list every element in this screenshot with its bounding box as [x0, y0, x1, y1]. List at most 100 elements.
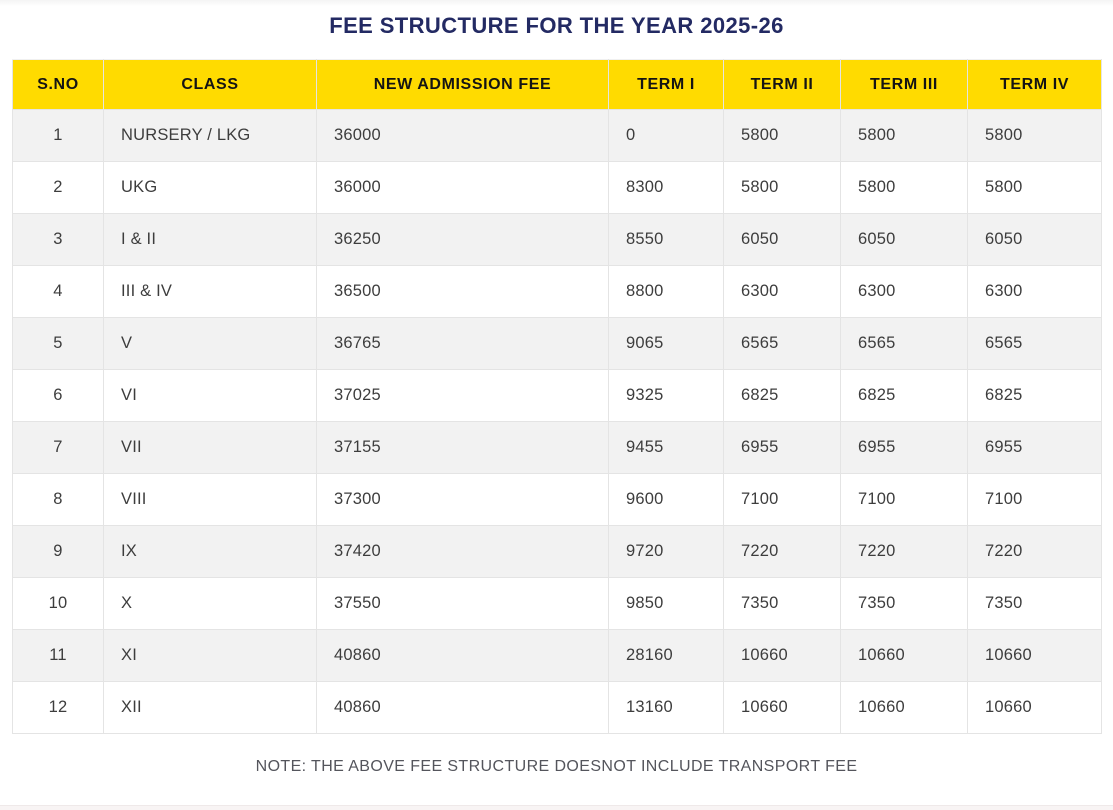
table-cell: NURSERY / LKG — [103, 109, 317, 162]
table-cell: I & II — [103, 213, 317, 266]
table-row: 2 UKG 36000 8300 5800 5800 5800 — [12, 161, 1102, 214]
table-cell: 6050 — [840, 213, 968, 266]
fee-table-body: 1 NURSERY / LKG 36000 0 5800 5800 5800 2 UKG 3600… — [12, 109, 1102, 734]
table-cell: 1 — [12, 109, 104, 162]
table-cell: 10660 — [840, 681, 968, 734]
column-header-sno: S.NO — [12, 59, 104, 110]
table-cell: 5800 — [723, 109, 841, 162]
table-cell: 0 — [608, 109, 724, 162]
table-cell: 12 — [12, 681, 104, 734]
table-cell: 7 — [12, 421, 104, 474]
table-cell: 6050 — [723, 213, 841, 266]
table-row: 12 XII 40860 13160 10660 10660 10660 — [12, 681, 1102, 734]
table-cell: X — [103, 577, 317, 630]
table-cell: 36000 — [316, 109, 609, 162]
table-cell: 10660 — [723, 629, 841, 682]
table-row: 5 V 36765 9065 6565 6565 6565 — [12, 317, 1102, 370]
column-header-admission: NEW ADMISSION FEE — [316, 59, 609, 110]
table-cell: 6825 — [967, 369, 1102, 422]
table-cell: 9455 — [608, 421, 724, 474]
table-cell: 37550 — [316, 577, 609, 630]
table-cell: V — [103, 317, 317, 370]
table-cell: 37155 — [316, 421, 609, 474]
table-cell: 10660 — [967, 681, 1102, 734]
table-cell: 6300 — [723, 265, 841, 318]
table-cell: 40860 — [316, 629, 609, 682]
column-header-term4: TERM IV — [967, 59, 1102, 110]
table-cell: 9720 — [608, 525, 724, 578]
table-cell: 28160 — [608, 629, 724, 682]
table-cell: 5 — [12, 317, 104, 370]
table-row: 1 NURSERY / LKG 36000 0 5800 5800 5800 — [12, 109, 1102, 162]
table-cell: 13160 — [608, 681, 724, 734]
table-cell: XI — [103, 629, 317, 682]
table-cell: VII — [103, 421, 317, 474]
table-cell: 6300 — [967, 265, 1102, 318]
table-cell: 11 — [12, 629, 104, 682]
table-cell: 36250 — [316, 213, 609, 266]
column-header-class: CLASS — [103, 59, 317, 110]
table-cell: XII — [103, 681, 317, 734]
table-cell: 10660 — [840, 629, 968, 682]
bottom-divider — [0, 805, 1113, 810]
table-cell: UKG — [103, 161, 317, 214]
table-cell: 6955 — [840, 421, 968, 474]
table-cell: 9 — [12, 525, 104, 578]
table-cell: 37300 — [316, 473, 609, 526]
table-cell: 7350 — [723, 577, 841, 630]
table-cell: 4 — [12, 265, 104, 318]
table-cell: 36000 — [316, 161, 609, 214]
table-cell: 5800 — [723, 161, 841, 214]
table-cell: 36500 — [316, 265, 609, 318]
table-row: 8 VIII 37300 9600 7100 7100 7100 — [12, 473, 1102, 526]
table-header-row: S.NO CLASS NEW ADMISSION FEE TERM I TERM… — [12, 59, 1102, 110]
table-cell: 6 — [12, 369, 104, 422]
table-row: 4 III & IV 36500 8800 6300 6300 6300 — [12, 265, 1102, 318]
table-cell: 6565 — [840, 317, 968, 370]
table-row: 10 X 37550 9850 7350 7350 7350 — [12, 577, 1102, 630]
table-cell: 40860 — [316, 681, 609, 734]
table-cell: IX — [103, 525, 317, 578]
table-cell: 7220 — [840, 525, 968, 578]
column-header-term2: TERM II — [723, 59, 841, 110]
table-cell: 7220 — [967, 525, 1102, 578]
table-cell: VIII — [103, 473, 317, 526]
table-cell: 6050 — [967, 213, 1102, 266]
table-cell: 5800 — [840, 109, 968, 162]
table-cell: 10660 — [967, 629, 1102, 682]
transport-fee-note: NOTE: THE ABOVE FEE STRUCTURE DOESNOT IN… — [255, 758, 858, 775]
table-cell: 7100 — [723, 473, 841, 526]
page-title: FEE STRUCTURE FOR THE YEAR 2025-26 — [329, 13, 784, 38]
table-cell: 3 — [12, 213, 104, 266]
table-cell: 37420 — [316, 525, 609, 578]
table-cell: 37025 — [316, 369, 609, 422]
column-header-term1: TERM I — [608, 59, 724, 110]
table-cell: 5800 — [967, 161, 1102, 214]
fee-structure-table: S.NO CLASS NEW ADMISSION FEE TERM I TERM… — [12, 59, 1102, 734]
table-cell: 7350 — [967, 577, 1102, 630]
table-cell: 36765 — [316, 317, 609, 370]
table-cell: 2 — [12, 161, 104, 214]
table-cell: 7100 — [967, 473, 1102, 526]
table-cell: 6565 — [967, 317, 1102, 370]
table-cell: 9065 — [608, 317, 724, 370]
table-cell: 6300 — [840, 265, 968, 318]
table-row: 6 VI 37025 9325 6825 6825 6825 — [12, 369, 1102, 422]
table-cell: 6825 — [723, 369, 841, 422]
table-row: 11 XI 40860 28160 10660 10660 10660 — [12, 629, 1102, 682]
table-cell: 10 — [12, 577, 104, 630]
column-header-term3: TERM III — [840, 59, 968, 110]
table-cell: 8300 — [608, 161, 724, 214]
table-cell: 7100 — [840, 473, 968, 526]
table-cell: 10660 — [723, 681, 841, 734]
table-cell: 8800 — [608, 265, 724, 318]
table-cell: 9600 — [608, 473, 724, 526]
table-cell: 7350 — [840, 577, 968, 630]
table-cell: VI — [103, 369, 317, 422]
table-cell: 9325 — [608, 369, 724, 422]
table-cell: 8550 — [608, 213, 724, 266]
table-cell: 6825 — [840, 369, 968, 422]
table-cell: 5800 — [967, 109, 1102, 162]
